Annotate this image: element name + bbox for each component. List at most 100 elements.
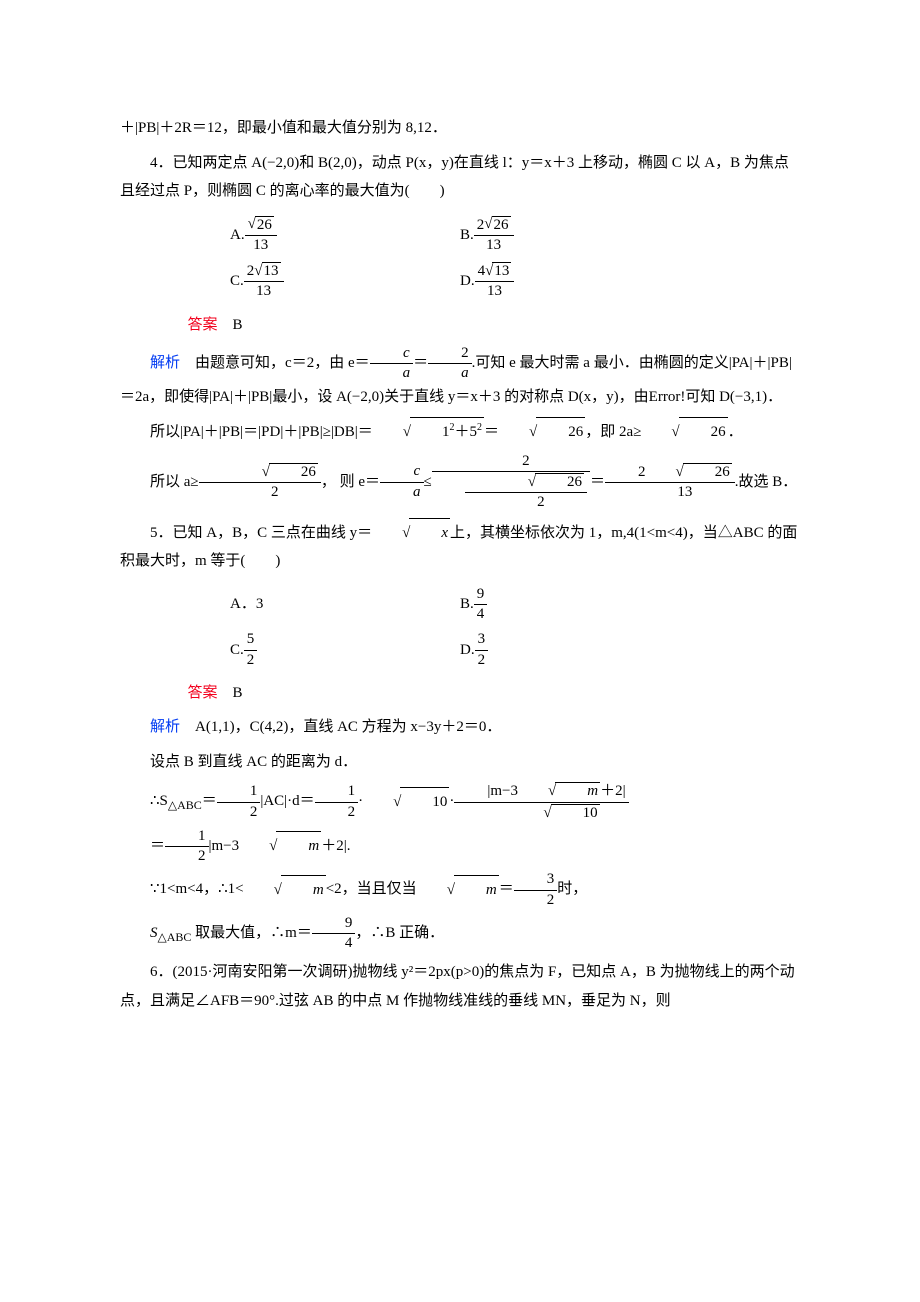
q5-s-line: ∴S△ABC＝12|AC|·d＝12·10·|m−3m＋2|10 (120, 782, 800, 822)
option-c: C. 52 (230, 627, 460, 673)
sqrt-icon (417, 876, 455, 905)
q-number: 5． (150, 525, 173, 541)
text: 所以|PA|＋|PB|＝|PD|＋|PB|≥|DB|＝ (150, 424, 373, 440)
text: ∴S (150, 794, 168, 810)
fraction: 262 (199, 463, 321, 502)
q4-answer: 答案 B (120, 311, 800, 340)
q6-stem: 6．(2015·河南安阳第一次调研)抛物线 y²＝2px(p>0)的焦点为 F，… (120, 958, 800, 1015)
text: ∵1<m<4，∴1< (150, 882, 244, 898)
le: ≤ (424, 474, 432, 490)
opt-value: 3 (256, 590, 264, 619)
q5-final: S△ABC 取最大值，∴m＝94，∴B 正确． (120, 915, 800, 953)
text: 由题意可知，c＝2，由 e＝ (195, 355, 370, 371)
text: ＋2|. (321, 838, 350, 854)
fraction: 12 (217, 783, 261, 821)
sqrt-icon (232, 464, 270, 481)
answer-value: B (233, 685, 243, 701)
answer-value: B (233, 317, 243, 333)
eq: ＝ (590, 474, 605, 490)
q4-analysis-1: 解析 由题意可知，c＝2，由 e＝ca＝2a.可知 e 最大时需 a 最小．由椭… (120, 345, 800, 411)
fraction: ca (380, 463, 424, 501)
fraction: 226 13 (474, 216, 514, 255)
q5-stem: 5．已知 A，B，C 三点在曲线 y＝x上，其横坐标依次为 1，m,4(1<m<… (120, 518, 800, 576)
fraction: 22613 (605, 463, 735, 502)
text: 所以 a≥ (150, 474, 199, 490)
fraction: 94 (474, 586, 488, 624)
text: (2015·河南安阳第一次调研)抛物线 y²＝2px(p>0)的焦点为 F，已知… (120, 964, 795, 1009)
text: |m−3 (209, 838, 240, 854)
fraction: 12 (315, 783, 359, 821)
option-a: A．3 (230, 582, 460, 628)
q5-analysis-1: 解析 A(1,1)，C(4,2)，直线 AC 方程为 x−3y＋2＝0． (120, 713, 800, 742)
continuation-line: ＋|PB|＋2R＝12，即最小值和最大值分别为 8,12． (120, 114, 800, 143)
text: A(1,1)，C(4,2)，直线 AC 方程为 x−3y＋2＝0． (195, 719, 501, 735)
text: 时， (557, 882, 587, 898)
fraction: ca (370, 345, 414, 383)
opt-label: A. (230, 221, 245, 250)
option-c: C. 213 13 (230, 258, 460, 305)
sqrt-icon (363, 788, 401, 817)
text: <2，当且仅当 (326, 882, 417, 898)
eq: ＝ (150, 838, 165, 854)
option-b: B. 226 13 (460, 212, 690, 259)
text: 设点 B 到直线 AC 的距离为 d． (150, 754, 357, 770)
q4-analysis-2: 所以|PA|＋|PB|＝|PD|＋|PB|≥|DB|＝12＋52＝26，即 2a… (120, 417, 800, 447)
sqrt-icon (372, 519, 410, 548)
option-a: A. 26 13 (230, 212, 460, 259)
text: ＋|PB|＋2R＝12，即最小值和最大值分别为 8,12． (120, 120, 447, 136)
fraction: 32 (514, 871, 558, 909)
opt-label: D. (460, 636, 475, 665)
fraction: 2a (428, 345, 472, 383)
eq: ＝ (484, 424, 499, 440)
text: 已知 A，B，C 三点在曲线 y＝ (173, 525, 373, 541)
sqrt-icon (646, 464, 684, 481)
sqrt-body: 12＋52 (410, 417, 484, 447)
opt-label: D. (460, 267, 475, 296)
opt-label: B. (460, 221, 474, 250)
opt-label: C. (230, 267, 244, 296)
option-d: D. 32 (460, 627, 690, 673)
fraction: 26 13 (245, 216, 277, 255)
sqrt-icon (239, 832, 277, 861)
text: ， 则 e＝ (321, 474, 380, 490)
opt-label: C. (230, 636, 244, 665)
fraction: 94 (312, 915, 356, 953)
fraction: 52 (244, 631, 258, 669)
q4-analysis-3: 所以 a≥262， 则 e＝ca≤2262＝22613.故选 B． (120, 453, 800, 512)
triangle-sub: △ABC (168, 799, 202, 813)
text: ． (728, 424, 743, 440)
triangle-sub: △ABC (158, 930, 192, 944)
answer-label: 答案 (188, 685, 218, 701)
option-d: D. 413 13 (460, 258, 690, 305)
fraction: 213 13 (244, 262, 284, 301)
sqrt-icon (513, 805, 551, 822)
q5-analysis-2: 设点 B 到直线 AC 的距离为 d． (120, 748, 800, 777)
fraction: 2262 (432, 453, 590, 512)
analysis-label: 解析 (150, 355, 180, 371)
sqrt-icon (499, 418, 537, 447)
sqrt-icon (641, 418, 679, 447)
sqrt-icon (498, 474, 536, 491)
opt-label: A． (230, 590, 256, 619)
eq: ＝ (413, 355, 428, 371)
opt-label: B. (460, 590, 474, 619)
option-b: B. 94 (460, 582, 690, 628)
q5-answer: 答案 B (120, 679, 800, 708)
page-root: ＋|PB|＋2R＝12，即最小值和最大值分别为 8,12． 4．已知两定点 A(… (0, 0, 920, 1302)
eq: ＝ (202, 794, 217, 810)
fraction: 413 13 (475, 262, 515, 301)
sqrt-icon (373, 418, 411, 447)
sqrt-icon (518, 783, 556, 800)
fraction-nested: 262 (465, 473, 587, 512)
q5-cond: ∵1<m<4，∴1<m<2，当且仅当m＝32时， (120, 871, 800, 909)
text: ，∴B 正确． (355, 925, 444, 941)
text: 取最大值，∴m＝ (191, 925, 311, 941)
fraction: 12 (165, 828, 209, 866)
fraction: 32 (475, 631, 489, 669)
text: S (150, 925, 158, 941)
q-number: 6． (150, 964, 173, 980)
fraction: |m−3m＋2|10 (454, 782, 628, 822)
text: |AC|·d＝ (260, 794, 314, 810)
text: .故选 B． (735, 474, 798, 490)
analysis-label: 解析 (150, 719, 180, 735)
